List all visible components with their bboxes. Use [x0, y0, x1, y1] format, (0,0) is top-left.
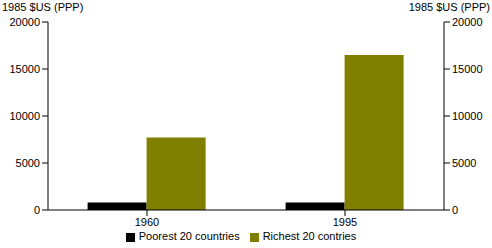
svg-text:20000: 20000	[452, 16, 483, 28]
svg-text:0: 0	[34, 204, 40, 216]
html-text:1985 $US (PPP): 1985 $US (PPP)	[2, 1, 84, 13]
svg-text:20000: 20000	[9, 16, 40, 28]
svg-text:0: 0	[452, 204, 458, 216]
svg-text:1960: 1960	[135, 216, 159, 228]
svg-text:15000: 15000	[452, 63, 483, 75]
svg-text:5000: 5000	[16, 157, 40, 169]
svg-text:10000: 10000	[9, 110, 40, 122]
svg-text:10000: 10000	[452, 110, 483, 122]
svg-text:15000: 15000	[9, 63, 40, 75]
svg-text:5000: 5000	[452, 157, 476, 169]
svg-text:1995: 1995	[333, 216, 357, 228]
html-text:Poorest 20 countries: Poorest 20 countries	[138, 230, 240, 242]
html-text:Richest 20 contries: Richest 20 contries	[262, 230, 357, 242]
html-text:1985 $US (PPP): 1985 $US (PPP)	[408, 1, 490, 13]
